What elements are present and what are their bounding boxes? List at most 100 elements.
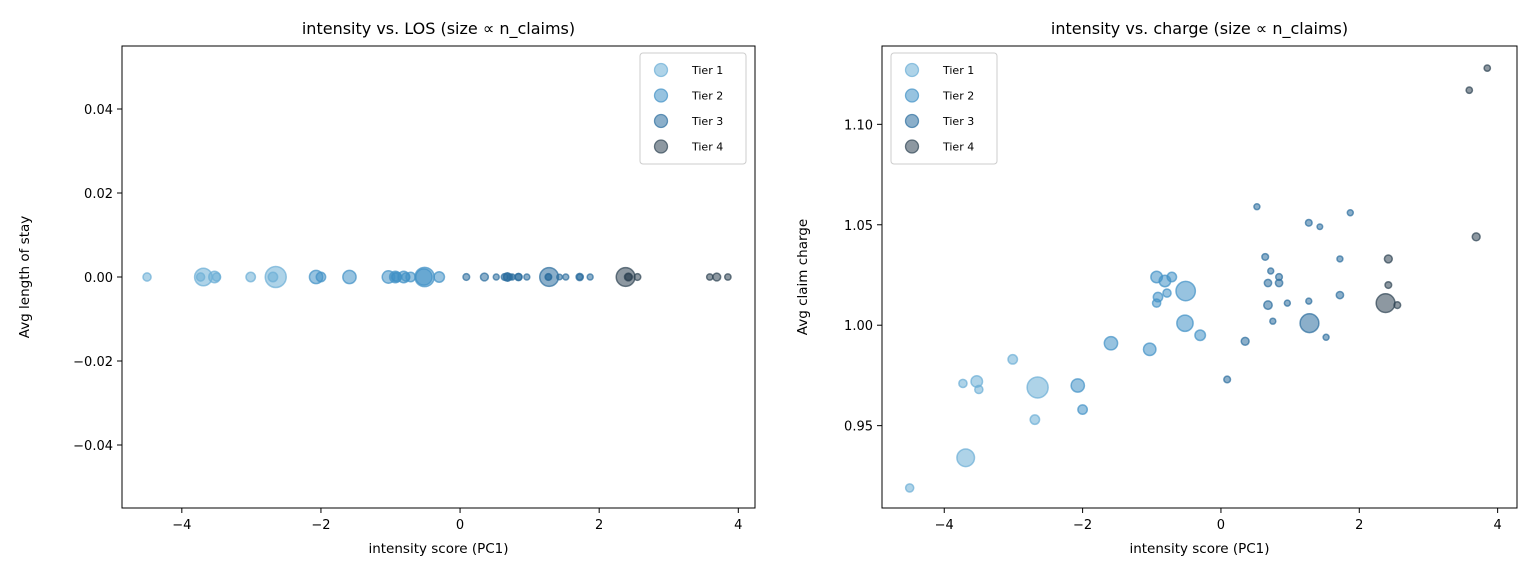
- data-point-tier-1: [974, 384, 984, 395]
- legend-box: [890, 52, 998, 165]
- legend-marker-tier-1: [653, 62, 669, 78]
- data-point-tier-2: [1142, 342, 1157, 357]
- data-point-tier-3: [1322, 333, 1330, 341]
- y-tick-label: 0.02: [84, 187, 113, 202]
- data-point-tier-3: [1267, 267, 1275, 275]
- data-point-tier-1: [211, 272, 222, 282]
- data-point-tier-2: [400, 272, 411, 282]
- legend-marker-tier-1: [904, 62, 920, 78]
- data-point-tier-3: [1336, 255, 1344, 263]
- data-point-tier-1: [1026, 376, 1049, 399]
- legend-label: Tier 4: [691, 141, 723, 154]
- y-tick-label: 0.04: [84, 103, 113, 118]
- data-point-tier-1: [1007, 353, 1019, 365]
- data-point-tier-3: [1335, 290, 1345, 300]
- data-point-tier-4: [1471, 232, 1481, 242]
- data-point-tier-2: [1194, 329, 1207, 342]
- data-point-tier-3: [1240, 336, 1250, 346]
- data-point-tier-3: [462, 272, 471, 282]
- data-point-tier-2: [342, 269, 357, 285]
- data-point-tier-2: [1070, 378, 1086, 393]
- data-point-tier-3: [575, 272, 585, 282]
- legend-label: Tier 3: [942, 115, 974, 128]
- data-point-tier-1: [1029, 414, 1041, 426]
- x-tick-label: 0: [456, 518, 464, 533]
- y-tick-label: 1.05: [844, 219, 873, 234]
- data-point-tier-4: [1384, 280, 1393, 290]
- data-point-tier-3: [1263, 278, 1273, 288]
- data-point-tier-3: [1263, 300, 1273, 311]
- chart-2: −4 −2 0 2 4 0.95 1.00 1.05 1.10 intensity vs. cha…: [795, 19, 1518, 557]
- x-tick-label: 4: [734, 518, 742, 533]
- data-point-tier-3: [492, 273, 500, 281]
- legend-marker-tier-3: [904, 113, 920, 129]
- data-point-tier-2: [315, 271, 327, 283]
- data-point-tier-2: [1166, 271, 1178, 283]
- data-point-tier-4: [1393, 301, 1402, 310]
- y-tick-label: 1.10: [844, 118, 873, 133]
- x-tick-label: 2: [1355, 518, 1363, 533]
- data-point-tier-2: [1151, 298, 1162, 308]
- legend-label: Tier 1: [691, 64, 723, 77]
- data-point-tier-1: [904, 483, 915, 493]
- y-tick-label: 0.00: [84, 271, 113, 286]
- y-tick-label: −0.02: [73, 355, 113, 370]
- data-point-tier-2: [1103, 335, 1119, 351]
- chart-1: −4 −2 0 2 4 −0.04 −0.02 0.00 0.02 0.04 intensity v…: [17, 19, 756, 557]
- x-tick-label: −4: [172, 518, 191, 533]
- data-point-tier-4: [705, 273, 714, 281]
- data-point-tier-2: [390, 272, 401, 282]
- data-point-tier-2: [433, 271, 446, 283]
- legend: Tier 1 Tier 2 Tier 3 Tier 4: [890, 52, 998, 165]
- data-point-tier-4: [723, 273, 732, 281]
- y-tick-label: −0.04: [73, 439, 113, 454]
- x-tick-label: −4: [935, 518, 954, 533]
- data-point-tier-3: [1305, 297, 1313, 305]
- data-point-tier-4: [615, 266, 636, 288]
- x-axis-label: intensity score (PC1): [1129, 541, 1269, 557]
- x-tick-label: 0: [1217, 518, 1225, 533]
- y-axis-label: Avg length of stay: [17, 216, 33, 339]
- chart-title: intensity vs. charge (size ∝ n_claims): [1051, 19, 1348, 39]
- data-point-tier-3: [1253, 202, 1261, 211]
- legend-label: Tier 2: [942, 90, 974, 103]
- legend-marker-tier-2: [653, 88, 669, 103]
- data-point-tier-3: [1269, 317, 1277, 325]
- axes-frame: [881, 45, 1518, 509]
- data-point-tier-3: [1274, 278, 1284, 288]
- y-tick-label: 0.95: [844, 420, 873, 435]
- legend-marker-tier-3: [653, 113, 669, 129]
- data-point-tier-3: [1304, 218, 1313, 227]
- legend-label: Tier 4: [942, 141, 974, 154]
- x-tick-label: 2: [595, 518, 603, 533]
- data-point-tier-4: [633, 272, 642, 282]
- data-point-tier-1: [193, 267, 213, 287]
- legend-label: Tier 2: [691, 90, 723, 103]
- data-point-tier-3: [1299, 313, 1320, 334]
- data-point-tier-2: [1176, 314, 1194, 333]
- data-point-tier-1: [958, 378, 968, 389]
- data-point-tier-4: [712, 272, 722, 282]
- data-point-tier-2: [414, 266, 436, 288]
- y-tick-label: 1.00: [844, 319, 873, 334]
- data-point-tier-2: [1077, 404, 1089, 416]
- data-point-tier-1: [267, 271, 279, 283]
- x-axis-label: intensity score (PC1): [368, 541, 508, 557]
- data-point-tier-2: [1175, 280, 1197, 302]
- legend-box: [639, 52, 747, 165]
- data-point-tier-4: [1483, 64, 1492, 72]
- chart-title: intensity vs. LOS (size ∝ n_claims): [302, 19, 575, 39]
- data-point-tier-4: [1465, 86, 1474, 95]
- data-point-tier-3: [1223, 375, 1232, 384]
- data-point-tier-2: [1162, 288, 1172, 298]
- x-tick-label: −2: [311, 518, 330, 533]
- legend-label: Tier 1: [942, 64, 974, 77]
- legend-label: Tier 3: [691, 115, 723, 128]
- data-point-tier-4: [1383, 254, 1394, 264]
- data-point-tier-3: [508, 273, 516, 281]
- data-point-tier-4: [1375, 292, 1396, 314]
- data-point-tier-3: [523, 273, 531, 281]
- data-point-tier-1: [956, 448, 976, 468]
- legend: Tier 1 Tier 2 Tier 3 Tier 4: [639, 52, 747, 165]
